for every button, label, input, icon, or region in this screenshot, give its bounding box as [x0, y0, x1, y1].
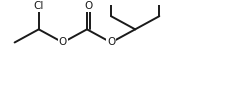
Text: O: O [107, 37, 115, 47]
Text: O: O [59, 37, 67, 47]
Text: Cl: Cl [34, 1, 44, 11]
Text: O: O [84, 1, 93, 11]
